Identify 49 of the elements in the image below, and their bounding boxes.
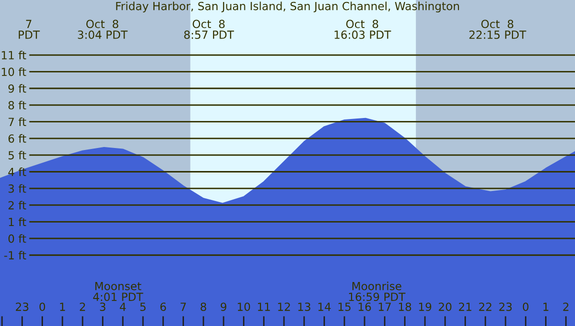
annotation: Oct 8 3:04 PDT: [78, 20, 128, 39]
x-tick-label: 19: [419, 302, 432, 311]
x-tick-label: 1: [60, 302, 65, 311]
x-tick-label: 5: [140, 302, 146, 311]
x-tick-label: 6: [160, 302, 166, 311]
x-tick-label: 20: [438, 302, 452, 311]
y-tick-label: 0 ft: [8, 234, 26, 243]
x-tick-label: 23: [499, 302, 512, 311]
y-tick-label: 7 ft: [8, 118, 26, 126]
annotation: Moonrise 16:59 PDT: [349, 282, 406, 302]
x-tick-label: 10: [238, 302, 250, 311]
x-tick-label: 15: [338, 302, 350, 311]
x-tick-label: 2: [80, 302, 85, 311]
x-tick-label: 11: [258, 302, 270, 311]
x-tick-label: 2: [563, 302, 568, 311]
y-tick-label: -1 ft: [4, 250, 26, 260]
x-tick-label: 12: [278, 302, 290, 311]
annotation: Oct 8 8:57 PDT: [184, 20, 234, 39]
x-tick-label: 8: [200, 302, 206, 311]
x-tick-label: 17: [378, 302, 391, 311]
x-tick-label: 0: [522, 302, 528, 311]
x-tick-label: 7: [180, 302, 186, 311]
x-tick-label: 22: [479, 302, 492, 311]
x-tick-label: 18: [398, 302, 412, 311]
x-tick-label: 1: [543, 302, 548, 311]
y-tick-label: 9 ft: [8, 84, 26, 93]
y-tick-label: 1 ft: [8, 218, 26, 226]
chart-title: Friday Harbor, San Juan Island, San Juan Channel, Washington: [116, 2, 459, 12]
y-tick-label: 3 ft: [8, 184, 26, 193]
x-tick-label: 21: [458, 302, 472, 311]
x-tick-label: 13: [298, 302, 310, 311]
annotation: Moonset 4:01 PDT: [93, 282, 144, 302]
annotation: Oct 8 22:15 PDT: [469, 20, 526, 39]
y-tick-label: 6 ft: [8, 134, 26, 143]
x-tick-label: 4: [120, 302, 126, 311]
x-tick-label: 9: [220, 302, 226, 311]
y-tick-label: 2 ft: [8, 200, 26, 210]
y-tick-label: 4 ft: [8, 168, 26, 176]
y-tick-label: 8 ft: [8, 100, 26, 110]
annotation: Oct 8 16:03 PDT: [334, 20, 392, 39]
y-tick-label: 11 ft: [2, 50, 26, 60]
y-tick-label: 5 ft: [8, 150, 26, 160]
annotation: 7 PDT: [18, 20, 40, 39]
x-tick-label: 16: [358, 302, 371, 311]
x-tick-label: 0: [39, 302, 46, 311]
y-tick-label: 10 ft: [2, 67, 26, 76]
x-tick-label: 3: [100, 302, 106, 311]
x-tick-label: 14: [318, 302, 331, 311]
x-tick-label: 23: [16, 302, 28, 311]
